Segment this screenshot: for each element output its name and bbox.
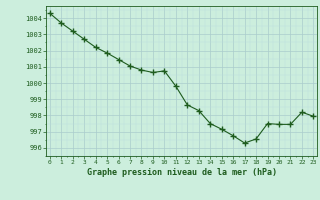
X-axis label: Graphe pression niveau de la mer (hPa): Graphe pression niveau de la mer (hPa) bbox=[87, 168, 276, 177]
